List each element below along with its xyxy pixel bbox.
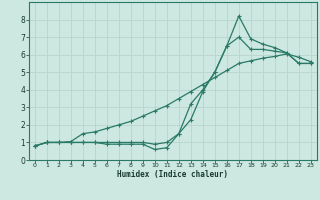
- X-axis label: Humidex (Indice chaleur): Humidex (Indice chaleur): [117, 170, 228, 179]
